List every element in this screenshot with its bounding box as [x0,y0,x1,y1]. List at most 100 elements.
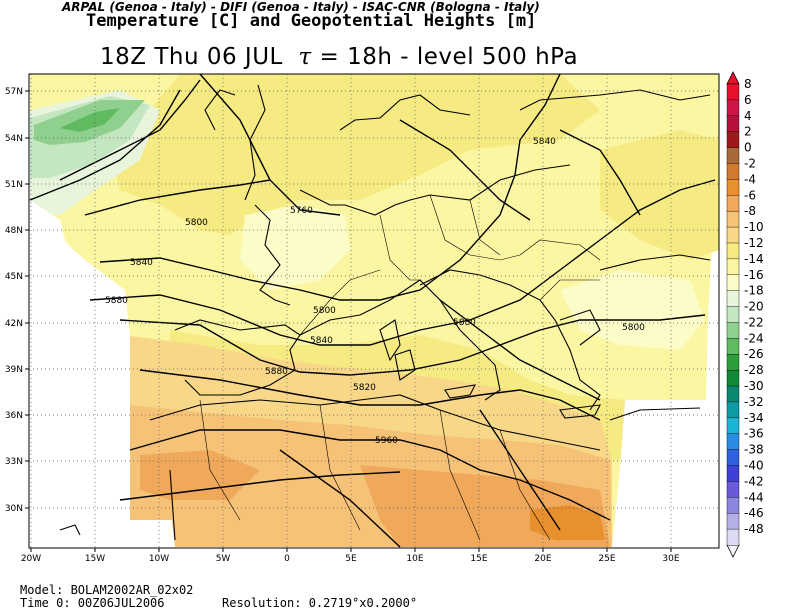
colorbar-label: 6 [744,93,752,107]
colorbar-label: -28 [744,363,764,377]
contour-label: 5760 [290,206,313,216]
colorbar-swatch [726,195,740,212]
domain-mask-west [30,200,175,548]
band-minus12-north [110,74,600,235]
contour-label-group: 5840 5760 5800 5840 5880 5800 5840 5880 … [105,137,645,446]
colorbar-label: -6 [744,188,756,202]
longitude-labels: 20W 15W 10W 5W 0 5E 10E 15E 20E 25E 30E [21,554,680,564]
colorbar-top-arrow [726,71,740,85]
lat-label: 30N [5,504,23,514]
colorbar-label: -26 [744,347,764,361]
colorbar-label: 4 [744,109,752,123]
colorbar-bottom-arrow [726,544,740,558]
colorbar-swatch [726,497,740,514]
lat-label: 51N [5,180,23,190]
colorbar-label: 0 [744,141,752,155]
contour-label: 5820 [353,383,376,393]
colorbar: 8 6 4 2 0-2 -4 -6 -8 -10 -12 -14 -16 -18 -20-22 -24 -26… [726,71,764,558]
contour-label: 5800 [622,323,645,333]
colorbar-swatch [726,369,740,387]
colorbar-swatch [726,354,740,371]
colorbar-swatch [726,417,740,435]
colorbar-label: 8 [744,77,752,91]
colorbar-swatch [726,449,740,467]
colorbar-label: -36 [744,427,764,441]
colorbar-swatch [726,179,740,196]
contour-label: 5880 [105,296,128,306]
contour-label: 5800 [313,306,336,316]
colorbar-label: -42 [744,474,764,488]
colorbar-swatch [726,226,740,244]
temperature-field [30,74,719,547]
credits-line: ARPAL (Genoa - Italy) - DIFI (Genoa - It… [62,0,540,14]
band-minus22-nw [60,108,120,132]
colorbar-label: -2 [744,156,756,170]
time-label: 18Z Thu 06 JUL [100,44,283,70]
colorbar-swatch [726,528,740,546]
contour-label: 5840 [533,137,556,147]
lon-label: 0 [284,554,290,564]
band-minus16-france [240,205,350,290]
latitude-labels: 57N 54N 51N 48N 45N 42N 39N 36N 33N 30N [5,87,23,514]
colorbar-label: -22 [744,315,764,329]
colorbar-swatch [726,115,740,133]
contour-label: 5880 [265,367,288,377]
level-label: level 500 hPa [416,44,579,70]
map-subtitle: Temperature [C] and Geopotential Heights… [86,11,537,31]
band-minus12-east [600,130,719,260]
colorbar-swatch [726,258,740,276]
colorbar-label: -14 [744,252,764,266]
colorbar-label: -44 [744,490,764,504]
map-frame [28,73,720,549]
borders [199,194,601,541]
colorbar-swatch [726,465,740,482]
colorbar-swatch [726,163,740,180]
colorbar-swatch [726,513,740,530]
lon-label: 10W [149,554,169,564]
lon-label: 10E [406,554,423,564]
lat-label: 57N [5,87,23,97]
colorbar-swatch [726,147,740,164]
resolution-info: Resolution: 0.2719°x0.2000° [222,596,418,610]
time0-info: Time 0: 00Z06JUL2006 [20,596,165,610]
contour-label: 5960 [375,436,398,446]
colorbar-label: -34 [744,411,764,425]
colorbar-swatch [726,322,740,339]
colorbar-swatch [726,385,740,403]
tau-symbol: τ [298,44,312,70]
lat-label: 48N [5,226,23,236]
colorbar-label: -48 [744,522,764,536]
colorbar-swatch [726,242,740,260]
colorbar-swatch [726,83,740,101]
lon-label: 5W [216,554,231,564]
contour-label: 5880 [453,318,476,328]
colorbar-label: -12 [744,236,764,250]
colorbar-swatch [726,290,740,308]
lat-label: 54N [5,134,23,144]
colorbar-label: -30 [744,379,764,393]
colorbar-label: -8 [744,204,756,218]
colorbar-swatch [726,481,740,498]
lon-label: 20W [21,554,41,564]
colorbar-swatch [726,274,740,292]
colorbar-label: -46 [744,506,764,520]
colorbar-label: -32 [744,395,764,409]
colorbar-swatch [726,433,740,451]
height-contours [29,73,716,548]
lon-label: 5E [345,554,357,564]
lon-label: 15E [470,554,487,564]
map-title: 18Z Thu 06 JUL τ = 18h - level 500 hPa [100,44,578,70]
tau-value: = 18h [311,44,393,70]
lat-label: 39N [5,365,23,375]
colorbar-label: -38 [744,443,764,457]
axis-ticks [25,90,672,552]
colorbar-label: -40 [744,459,764,473]
lat-label: 36N [5,411,23,421]
graticule [29,74,719,548]
colorbar-label: -16 [744,268,764,282]
lon-label: 30E [662,554,679,564]
lat-label: 45N [5,272,23,282]
domain-mask-east [612,400,719,548]
colorbar-swatch [726,306,740,323]
colorbar-swatch [726,401,740,419]
